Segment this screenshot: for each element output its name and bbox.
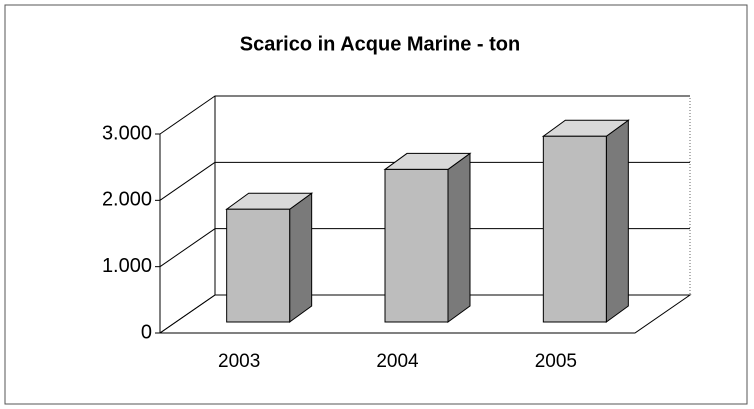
grid-line: [159, 294, 216, 334]
x-tick-label: 2003: [218, 351, 260, 372]
y-tick-label: 2.000: [102, 189, 152, 211]
x-tick-label: 2004: [376, 351, 419, 372]
bar-front: [384, 168, 449, 323]
x-tick-label: 2005: [535, 351, 577, 372]
bar-side: [447, 152, 471, 323]
y-tick-label: 3.000: [102, 122, 152, 144]
grid-line: [159, 228, 216, 268]
bar-side: [605, 119, 629, 323]
bar: [383, 152, 472, 323]
grid-line: [159, 95, 216, 135]
y-tick-label: 1.000: [102, 255, 152, 277]
bar-side: [289, 192, 313, 323]
grid-line: [159, 161, 216, 201]
chart-title: Scarico in Acque Marine - ton: [240, 33, 520, 55]
bar-front: [226, 208, 291, 323]
bar-front: [542, 135, 607, 323]
bar: [541, 119, 630, 323]
bar: [225, 192, 314, 323]
y-tick-label: 0: [141, 321, 152, 343]
